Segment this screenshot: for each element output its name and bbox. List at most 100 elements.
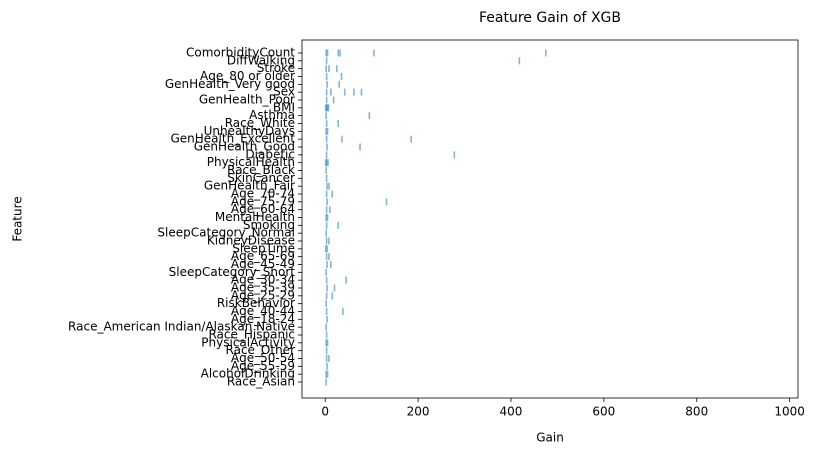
gain-mark — [326, 198, 328, 206]
gain-mark — [373, 49, 375, 57]
plot-frame — [301, 39, 799, 399]
y-tick-label: MentalHealth — [215, 210, 295, 224]
gain-mark — [339, 49, 341, 57]
x-tick-label: 1000 — [774, 405, 805, 419]
gain-mark — [336, 65, 338, 73]
y-tick-label: Diabetic — [245, 147, 295, 161]
gain-mark — [325, 190, 328, 198]
gain-mark — [325, 355, 328, 362]
gain-mark — [545, 49, 547, 57]
gain-mark — [325, 120, 328, 127]
gain-mark — [333, 284, 336, 292]
gain-mark — [325, 151, 328, 159]
y-tick-label: Age_30-34 — [231, 273, 295, 287]
gain-mark — [325, 253, 328, 261]
gain-mark — [326, 182, 328, 190]
gain-mark — [325, 49, 327, 57]
gain-mark — [326, 49, 329, 57]
gain-mark — [385, 198, 388, 206]
gain-mark — [453, 151, 456, 159]
y-tick-label: GenHealth_Very good — [165, 77, 295, 91]
gain-mark — [518, 57, 521, 65]
y-tick-label: Smoking — [243, 218, 295, 232]
gain-mark — [338, 80, 340, 88]
y-tick-label: Race_Asian — [227, 375, 295, 389]
y-tick-label: Asthma — [249, 108, 295, 122]
gain-mark — [368, 112, 371, 120]
gain-mark — [325, 214, 327, 221]
gain-mark — [326, 315, 328, 323]
y-tick-label: Age_50-54 — [231, 351, 295, 365]
y-tick-label: PhysicalHealth — [207, 155, 295, 169]
gain-mark — [337, 49, 340, 57]
gain-mark — [326, 245, 328, 253]
gain-mark — [337, 221, 340, 229]
gain-mark — [343, 88, 346, 96]
gain-mark — [325, 331, 328, 339]
y-axis-label: Feature — [11, 196, 25, 241]
x-tick-label: 600 — [592, 405, 615, 419]
y-tick-label: Age_40-44 — [231, 304, 295, 318]
gain-mark — [325, 268, 327, 276]
y-tick-label: Age_18-24 — [231, 312, 295, 326]
y-tick-label: UnhealthyDays — [204, 124, 295, 138]
gain-mark — [328, 182, 330, 190]
gain-mark — [325, 127, 327, 135]
gain-mark — [326, 370, 329, 378]
gain-mark — [325, 308, 328, 315]
gain-mark — [325, 229, 327, 237]
y-tick-label: GenHealth_Excellent — [170, 132, 295, 146]
y-tick-label: GenHealth_Poor — [199, 93, 295, 107]
gain-mark — [329, 88, 332, 96]
y-tick-label: DiffWalking — [227, 53, 295, 67]
gain-mark — [328, 65, 330, 73]
x-tick-label: 400 — [500, 405, 523, 419]
gain-mark — [324, 245, 327, 253]
y-tick-label: Race_American Indian/Alaskan Native — [68, 320, 295, 334]
gain-mark — [324, 104, 327, 112]
gain-mark — [328, 355, 330, 362]
gain-mark — [325, 347, 328, 355]
gain-mark — [410, 135, 412, 143]
y-tick-label: Age_45-49 — [231, 257, 295, 271]
gain-mark — [326, 362, 328, 370]
gain-mark — [329, 261, 332, 268]
gain-mark — [325, 339, 327, 347]
gain-mark — [325, 323, 327, 331]
gain-mark — [325, 378, 327, 386]
y-tick-label: Age_35-39 — [231, 281, 295, 295]
x-axis-label: Gain — [536, 431, 564, 445]
gain-mark — [325, 370, 327, 378]
gain-mark — [326, 261, 328, 268]
gain-mark — [345, 276, 347, 284]
gain-mark — [359, 143, 361, 151]
gain-mark — [325, 300, 327, 308]
y-tick-label: SleepCategory_Short — [169, 265, 296, 279]
y-tick-label: Age_80 or older — [200, 69, 295, 83]
x-tick-label: 200 — [407, 405, 430, 419]
y-tick-label: Stroke — [257, 61, 295, 75]
y-tick-label: KidneyDisease — [207, 234, 295, 248]
x-tick-label: 0 — [321, 405, 329, 419]
gain-mark — [324, 159, 327, 167]
gain-mark — [332, 96, 335, 104]
gain-mark — [342, 308, 344, 315]
gain-mark — [341, 135, 343, 143]
gain-mark — [325, 206, 328, 214]
gain-mark — [337, 120, 340, 127]
y-tick-label: SleepCategory_Normal — [157, 226, 295, 240]
gain-mark — [329, 206, 331, 214]
gain-mark — [326, 80, 328, 88]
gain-mark — [325, 57, 328, 65]
y-tick-label: Age_70-74 — [231, 187, 295, 201]
y-tick-label: ComorbidityCount — [186, 46, 295, 60]
y-tick-label: GenHealth_Fair — [204, 179, 295, 193]
gain-mark — [326, 143, 328, 151]
y-tick-label: RiskBehavior — [217, 296, 295, 310]
gain-mark — [325, 135, 328, 143]
y-tick-label: Race_Hispanic — [208, 328, 295, 342]
gain-mark — [325, 174, 328, 182]
gain-mark — [331, 292, 333, 300]
gain-mark — [331, 190, 333, 198]
